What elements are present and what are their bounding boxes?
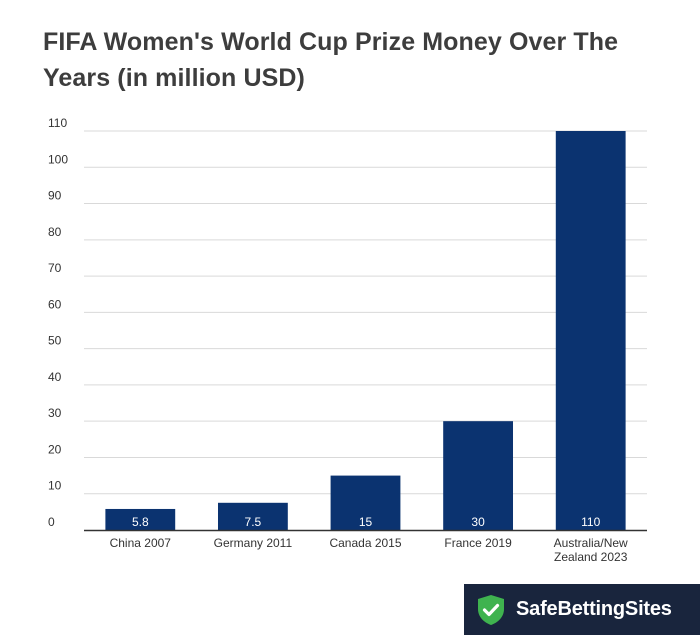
y-tick-label: 70 [48, 261, 62, 275]
brand-banner: SafeBettingSites [464, 584, 700, 635]
data-label: 15 [359, 515, 373, 529]
y-tick-label: 20 [48, 442, 62, 456]
y-tick-label: 90 [48, 189, 62, 203]
data-label: 110 [581, 515, 600, 529]
bar [330, 475, 401, 530]
x-tick-label: Canada 2015 [329, 536, 401, 550]
data-label: 5.8 [132, 515, 149, 529]
x-tick-label: China 2007 [110, 536, 172, 550]
x-tick-label: Germany 2011 [214, 536, 293, 550]
y-axis-ticks: 0 10 20 30 40 50 60 70 80 90 100 110 [48, 116, 68, 529]
x-tick-label: France 2019 [444, 536, 512, 550]
gridlines [84, 130, 647, 495]
data-label: 30 [471, 515, 485, 529]
bars: 5.8 7.5 15 30 110 [105, 131, 626, 530]
y-tick-label: 10 [48, 479, 62, 493]
y-tick-label: 80 [48, 225, 62, 239]
y-tick-label: 50 [48, 334, 62, 348]
x-axis-labels: China 2007 Germany 2011 Canada 2015 France … [110, 536, 628, 564]
y-tick-label: 0 [48, 515, 55, 529]
bar [105, 508, 176, 530]
shield-check-icon [476, 594, 506, 626]
x-tick-label: Australia/New Zealand 2023 [554, 536, 628, 564]
data-label: 7.5 [245, 515, 262, 529]
bar [443, 421, 514, 530]
bar [555, 131, 626, 530]
y-tick-label: 30 [48, 406, 62, 420]
chart-title: FIFA Women's World Cup Prize Money Over … [43, 28, 619, 92]
y-tick-label: 40 [48, 370, 62, 384]
bar [217, 502, 288, 530]
brand-name: SafeBettingSites [516, 598, 672, 620]
y-tick-label: 60 [48, 297, 62, 311]
y-tick-label: 100 [48, 152, 68, 166]
y-tick-label: 110 [48, 116, 67, 130]
